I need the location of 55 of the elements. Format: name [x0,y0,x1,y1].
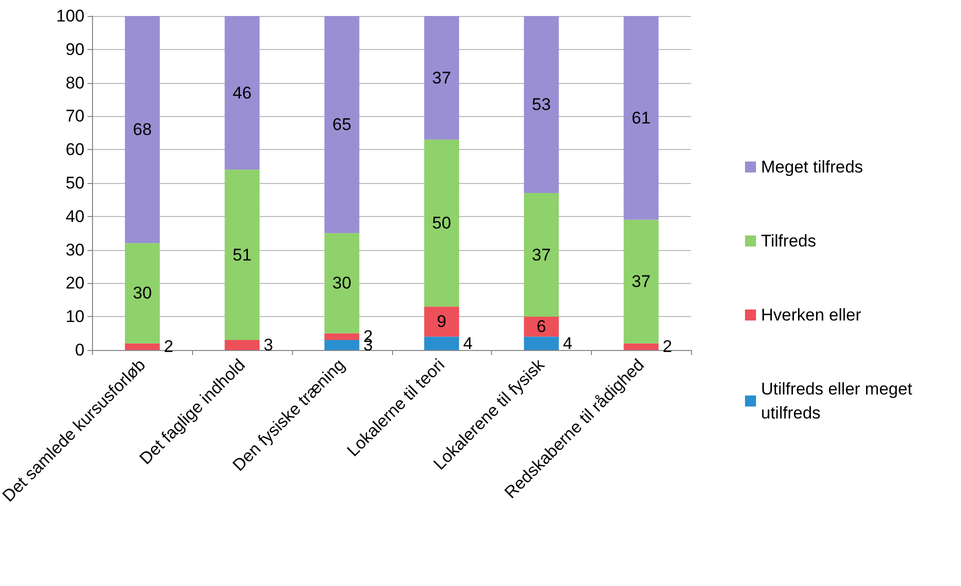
data-label: 61 [632,108,651,128]
data-label: 30 [332,274,352,293]
data-label: 65 [332,115,352,134]
legend-label: Meget tilfreds [761,158,864,176]
data-label: 68 [132,120,152,140]
y-tick-label: 100 [56,6,84,26]
data-label: 4 [562,334,572,353]
bar [524,336,559,350]
y-tick-label: 10 [66,307,84,326]
y-tick-label: 40 [66,206,84,226]
bar [124,16,160,244]
bar [324,340,360,350]
data-label: 51 [232,245,252,264]
bar [524,193,559,317]
bar [524,316,559,337]
bar [424,336,460,350]
data-label: 2 [662,337,672,356]
bar [224,170,260,340]
legend-label: Utilfreds eller meget utilfreds [761,380,917,422]
y-tick-label: 90 [66,40,84,59]
bar [224,340,260,350]
data-label: 37 [432,68,452,88]
y-tick-label: 20 [66,274,84,293]
data-label: 6 [536,317,546,336]
data-label: 50 [432,214,452,233]
bar [424,306,460,337]
data-label: 2 [164,337,174,356]
y-tick-label: 0 [75,340,84,360]
bar [124,243,160,344]
bar [324,233,360,334]
bar [524,16,559,194]
bar [624,343,659,350]
bar [324,16,360,234]
legend-label: Tilfreds [761,232,816,250]
data-label: 4 [463,334,473,353]
bar [124,343,160,350]
data-label: 3 [264,335,274,354]
y-tick-label: 60 [66,140,84,160]
bar [424,140,460,307]
bar [324,333,360,340]
data-label: 30 [132,284,152,303]
y-tick-label: 30 [66,240,84,260]
data-label: 37 [532,245,551,264]
y-tick-label: 80 [66,73,84,92]
data-label: 37 [632,272,651,292]
bar [424,16,460,140]
bar [624,220,659,344]
y-tick-label: 70 [66,106,84,126]
bar [224,16,260,170]
bar [624,16,659,220]
data-label: 53 [532,95,551,114]
y-tick-label: 50 [66,174,84,192]
legend-label: Hverken eller [761,306,862,324]
data-label: 46 [232,83,252,102]
data-label: 9 [436,312,446,332]
